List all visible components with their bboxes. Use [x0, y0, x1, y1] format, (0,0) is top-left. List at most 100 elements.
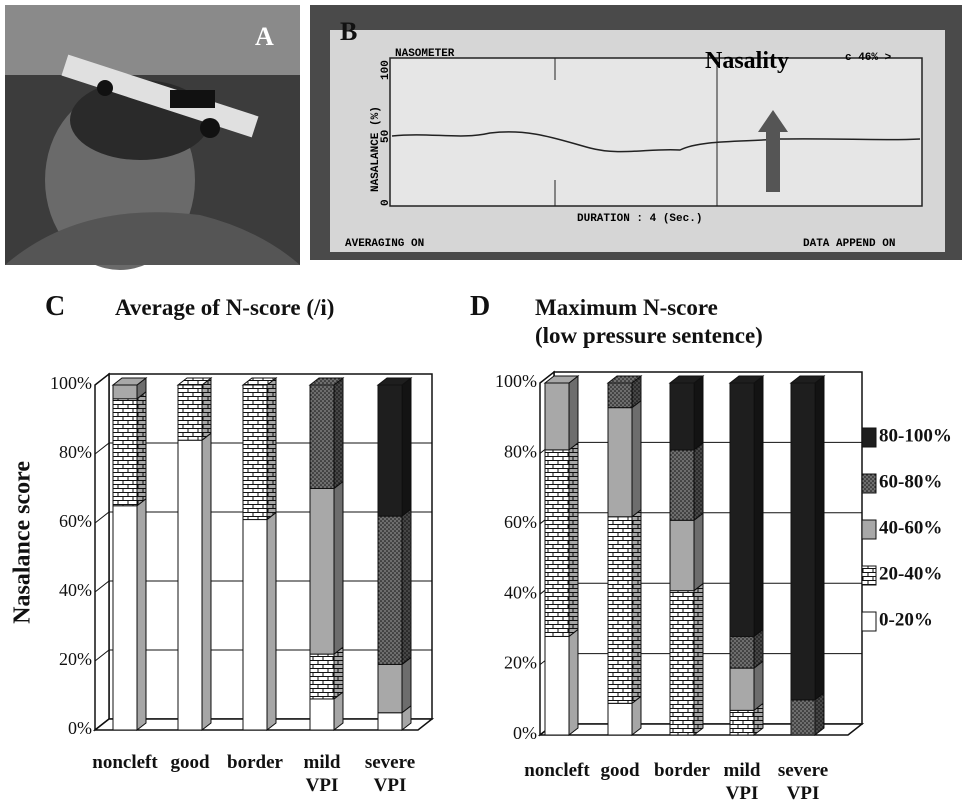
bar-front [545, 450, 569, 637]
y-tick-label: 60% [504, 512, 537, 532]
legend-label: 60-80% [879, 471, 942, 492]
screen-title: NASOMETER [395, 48, 455, 60]
bar-segment [670, 584, 703, 735]
bar-front [608, 383, 632, 408]
y-tick-label: 20% [504, 653, 537, 673]
bar-segment [243, 378, 276, 520]
y-tick-label: 40% [504, 582, 537, 602]
bar-side-shade [402, 657, 411, 712]
x-tick-label: severe VPI [763, 760, 843, 806]
bar-front [378, 385, 402, 516]
bar-segment [113, 392, 146, 506]
panel-label: A [255, 22, 274, 51]
bar-side-shade [137, 499, 146, 730]
annotation: Nasality [705, 48, 789, 74]
y-tick-label: 80% [504, 442, 537, 462]
y-tick-label: 20% [59, 649, 92, 669]
bar-segment [310, 482, 343, 655]
bar-side-shade [402, 378, 411, 516]
bar-segment [545, 629, 578, 735]
chart-title: Maximum N-score (low pressure sentence) [535, 294, 763, 349]
legend-label: 20-40% [879, 563, 942, 584]
bar-segment [608, 510, 641, 704]
bar-side-shade [402, 509, 411, 664]
bar-side-shade [569, 376, 578, 450]
bar-front [730, 710, 754, 735]
bar-front [178, 440, 202, 730]
screen-tick: 100 [380, 60, 392, 80]
y-tick-label: 60% [59, 511, 92, 531]
bar-front [378, 516, 402, 664]
y-tick-label: 80% [59, 442, 92, 462]
bar-front [178, 385, 202, 440]
panel-label: B [340, 17, 357, 46]
bar-front [730, 668, 754, 710]
bar-segment [378, 509, 411, 664]
bar-front [608, 408, 632, 517]
bar-front [608, 517, 632, 704]
bar-side-shade [694, 443, 703, 520]
bar-segment [178, 378, 211, 440]
x-tick-label: severe VPI [350, 752, 430, 798]
legend-swatch [862, 428, 876, 447]
bar-front [378, 664, 402, 712]
bar-segment [178, 433, 211, 730]
legend-swatch [862, 520, 876, 539]
duration: DURATION : 4 (Sec.) [577, 213, 702, 225]
legend-swatch [862, 474, 876, 493]
y-axis-label: Nasalance score [9, 457, 38, 627]
bar-front [730, 636, 754, 668]
bar-segment [670, 443, 703, 520]
bar-side-shade [569, 443, 578, 637]
bar-front [730, 383, 754, 636]
panel-label: C [45, 290, 65, 324]
bar-front [243, 385, 267, 520]
bar-side-shade [694, 376, 703, 450]
bar-side-shade [202, 433, 211, 730]
y-tick-label: 100% [495, 371, 537, 391]
bar-side-shade [694, 584, 703, 735]
figure-canvas: A B NASOMETER Nasality c 46% > NASALANCE… [0, 0, 968, 810]
bar-front [791, 383, 815, 700]
screen-axis-label: NASALANCE (%) [370, 106, 382, 192]
bar-side-shade [632, 401, 641, 517]
bar-front [310, 654, 334, 699]
bar-front [670, 383, 694, 450]
bar-front [113, 506, 137, 730]
y-tick-label: 0% [513, 723, 537, 743]
y-tick-label: 100% [50, 373, 92, 393]
y-tick-label: 0% [68, 718, 92, 738]
bar-front [378, 713, 402, 730]
bar-segment [730, 376, 763, 636]
bar-segment [545, 443, 578, 637]
bar-front [310, 385, 334, 489]
bar-front [113, 385, 137, 399]
panel-label: D [470, 290, 490, 324]
figure: A B NASOMETER Nasality c 46% > NASALANCE… [0, 0, 968, 810]
bar-side-shade [815, 376, 824, 700]
bar-side-shade [267, 513, 276, 730]
legend-swatch [862, 566, 876, 585]
bar-side-shade [334, 647, 343, 699]
bar-front [243, 520, 267, 730]
status: DATA APPEND ON [803, 238, 895, 250]
bar-segment [791, 376, 824, 700]
bar-segment [113, 499, 146, 730]
bar-side-shade [754, 376, 763, 636]
chart-title: Average of N-score (/i) [115, 294, 334, 322]
bar-side-shade [334, 482, 343, 655]
bar-front [545, 383, 569, 450]
bar-segment [670, 513, 703, 590]
status: AVERAGING ON [345, 238, 424, 250]
bar-front [791, 700, 815, 735]
screen-tick: 0 [380, 199, 392, 206]
bar-front [670, 450, 694, 520]
bar-front [310, 699, 334, 730]
legend-label: 0-20% [879, 609, 933, 630]
bar-front [310, 489, 334, 655]
bar-side-shade [137, 392, 146, 506]
bar-side-shade [632, 510, 641, 704]
screen-tick: 50 [380, 130, 392, 143]
bar-side-shade [334, 378, 343, 489]
bar-segment [670, 376, 703, 450]
